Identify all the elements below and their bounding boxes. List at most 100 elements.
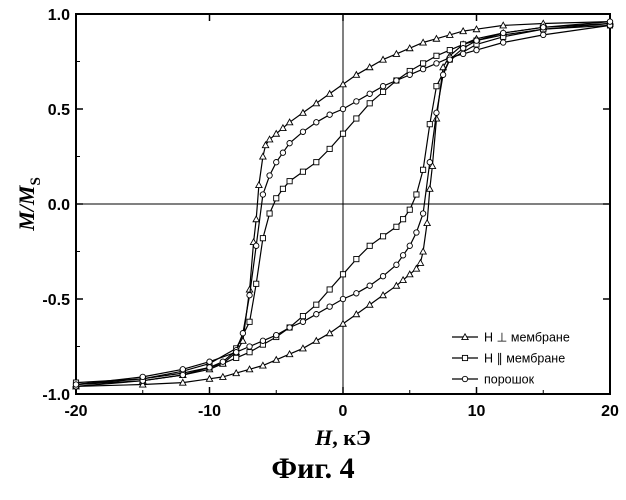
data-point (256, 182, 262, 188)
data-point (427, 160, 432, 165)
data-point (327, 112, 332, 117)
y-tick-label: 0.0 (48, 197, 70, 214)
data-point (414, 230, 419, 235)
data-point (234, 355, 239, 360)
data-point (421, 61, 426, 66)
x-axis-label: H, кЭ (314, 425, 371, 450)
x-tick-label: -20 (64, 403, 87, 420)
data-point (420, 211, 425, 216)
data-point (414, 192, 419, 197)
y-axis-label: M/MS (14, 177, 44, 232)
data-point (394, 262, 399, 267)
data-point (474, 47, 479, 52)
data-point (247, 350, 252, 355)
data-point (247, 319, 252, 324)
data-point (300, 314, 305, 319)
data-point (340, 296, 345, 301)
y-tick-label: -0.5 (42, 292, 70, 309)
data-point (427, 122, 432, 127)
y-tick-label: 0.5 (48, 102, 70, 119)
data-point (420, 66, 425, 71)
data-point (424, 220, 430, 226)
data-point (234, 350, 239, 355)
data-point (434, 61, 439, 66)
data-point (300, 319, 305, 324)
legend-label: порошок (484, 373, 535, 387)
data-point (353, 72, 359, 78)
data-point (207, 359, 212, 364)
data-point (300, 169, 305, 174)
data-point (300, 345, 306, 351)
data-point (407, 243, 412, 248)
data-point (274, 332, 279, 337)
data-point (314, 160, 319, 165)
data-point (380, 89, 385, 94)
data-point (254, 281, 259, 286)
data-point (460, 46, 465, 51)
data-point (267, 211, 272, 216)
data-point (394, 224, 399, 229)
x-axis-label-unit: , кЭ (332, 425, 371, 450)
legend-marker (462, 355, 467, 360)
data-point (394, 78, 399, 83)
data-point (353, 311, 359, 317)
data-point (354, 257, 359, 262)
data-point (340, 81, 346, 87)
data-point (313, 338, 319, 344)
data-point (501, 30, 506, 35)
data-point (380, 56, 386, 62)
data-point (180, 372, 185, 377)
data-point (460, 51, 465, 56)
data-point (434, 110, 439, 115)
data-point (287, 325, 292, 330)
data-point (421, 167, 426, 172)
data-point (400, 217, 405, 222)
data-point (260, 236, 265, 241)
data-point (501, 40, 506, 45)
data-point (247, 293, 252, 298)
legend-marker (462, 376, 467, 381)
data-point (287, 141, 292, 146)
data-point (354, 116, 359, 121)
data-point (380, 84, 385, 89)
data-point (207, 365, 212, 370)
data-point (274, 160, 279, 165)
data-point (327, 304, 332, 309)
data-point (260, 153, 266, 159)
data-point (400, 253, 405, 258)
data-point (367, 283, 372, 288)
data-point (314, 302, 319, 307)
data-point (354, 291, 359, 296)
x-tick-label: 0 (339, 403, 348, 420)
data-point (447, 57, 452, 62)
data-point (380, 234, 385, 239)
x-axis-label-symbol: H (314, 425, 333, 450)
y-tick-label: 1.0 (48, 7, 70, 24)
data-point (427, 186, 433, 192)
data-point (380, 274, 385, 279)
data-point (367, 243, 372, 248)
data-point (474, 38, 479, 43)
data-point (314, 120, 319, 125)
data-point (73, 382, 78, 387)
data-point (340, 321, 346, 327)
data-point (280, 150, 285, 155)
data-point (260, 338, 265, 343)
data-point (354, 99, 359, 104)
data-point (314, 312, 319, 317)
figure-caption: Фиг. 4 (0, 452, 626, 486)
data-point (367, 101, 372, 106)
data-point (367, 64, 373, 70)
data-point (434, 53, 439, 58)
data-point (417, 260, 423, 266)
data-point (280, 186, 285, 191)
data-point (541, 25, 546, 30)
data-point (327, 287, 332, 292)
data-point (254, 243, 259, 248)
data-point (253, 216, 259, 222)
data-point (180, 367, 185, 372)
data-point (247, 344, 252, 349)
legend-label: H ⊥ мембране (484, 331, 570, 345)
data-point (440, 72, 445, 77)
